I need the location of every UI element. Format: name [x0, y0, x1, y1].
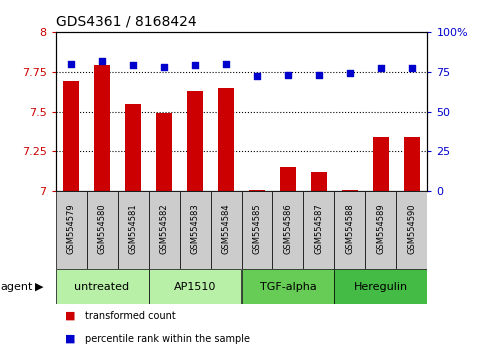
Bar	[242, 269, 334, 304]
Bar	[149, 269, 242, 304]
Text: ■: ■	[65, 311, 76, 321]
Bar	[218, 87, 234, 191]
Text: untreated: untreated	[74, 282, 129, 292]
Text: GDS4361 / 8168424: GDS4361 / 8168424	[56, 14, 196, 28]
Point	[67, 61, 75, 67]
Bar	[125, 104, 141, 191]
Point	[191, 62, 199, 68]
Bar	[94, 65, 110, 191]
Bar	[180, 191, 211, 269]
Bar	[272, 191, 303, 269]
Bar	[242, 191, 272, 269]
Text: GSM554584: GSM554584	[222, 203, 230, 254]
Point	[160, 64, 168, 70]
Text: ▶: ▶	[35, 282, 44, 292]
Text: GSM554588: GSM554588	[345, 203, 355, 254]
Bar	[373, 137, 389, 191]
Text: Heregulin: Heregulin	[354, 282, 408, 292]
Bar	[211, 191, 242, 269]
Bar	[86, 191, 117, 269]
Bar	[366, 191, 397, 269]
Bar	[56, 191, 86, 269]
Bar	[404, 137, 420, 191]
Bar	[342, 190, 358, 191]
Point	[408, 66, 416, 72]
Bar	[187, 91, 203, 191]
Bar	[156, 113, 172, 191]
Point	[346, 70, 354, 76]
Bar	[311, 172, 327, 191]
Point	[222, 61, 230, 67]
Bar	[334, 269, 427, 304]
Bar	[117, 191, 149, 269]
Text: GSM554579: GSM554579	[67, 203, 75, 254]
Text: agent: agent	[0, 282, 33, 292]
Point	[377, 66, 385, 72]
Bar	[397, 191, 427, 269]
Text: GSM554586: GSM554586	[284, 203, 293, 254]
Bar	[249, 190, 265, 191]
Bar	[280, 167, 296, 191]
Text: transformed count: transformed count	[85, 311, 175, 321]
Bar	[334, 191, 366, 269]
Text: percentile rank within the sample: percentile rank within the sample	[85, 334, 250, 344]
Text: GSM554585: GSM554585	[253, 203, 261, 254]
Text: ■: ■	[65, 334, 76, 344]
Bar	[56, 269, 149, 304]
Text: GSM554583: GSM554583	[190, 203, 199, 254]
Text: GSM554590: GSM554590	[408, 203, 416, 254]
Point	[315, 72, 323, 78]
Text: GSM554581: GSM554581	[128, 203, 138, 254]
Bar	[63, 81, 79, 191]
Point	[253, 74, 261, 79]
Text: TGF-alpha: TGF-alpha	[260, 282, 316, 292]
Text: AP1510: AP1510	[174, 282, 216, 292]
Text: GSM554580: GSM554580	[98, 203, 107, 254]
Bar	[149, 191, 180, 269]
Point	[98, 58, 106, 63]
Text: GSM554587: GSM554587	[314, 203, 324, 254]
Bar	[303, 191, 334, 269]
Point	[284, 72, 292, 78]
Text: GSM554582: GSM554582	[159, 203, 169, 254]
Point	[129, 62, 137, 68]
Text: GSM554589: GSM554589	[376, 203, 385, 254]
